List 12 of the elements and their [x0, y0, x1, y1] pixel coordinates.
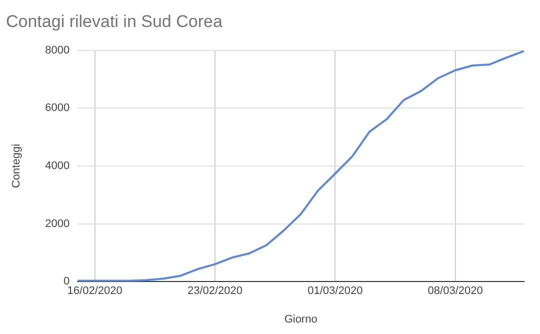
- x-tick-label: 16/02/2020: [67, 285, 122, 298]
- x-axis-title: Giorno: [284, 313, 318, 326]
- y-tick-label: 0: [64, 276, 70, 288]
- y-tick-label: 8000: [45, 44, 70, 56]
- x-tick-label: 08/03/2020: [428, 285, 483, 298]
- chart-title: Contagi rilevati in Sud Corea: [6, 12, 223, 31]
- y-tick-label: 4000: [45, 160, 70, 172]
- y-axis-title: Conteggi: [10, 144, 23, 188]
- x-tick-label: 01/03/2020: [308, 285, 363, 298]
- y-tick-label: 2000: [45, 218, 70, 230]
- x-tick-label: 23/02/2020: [187, 285, 243, 298]
- y-tick-label: 6000: [45, 102, 70, 114]
